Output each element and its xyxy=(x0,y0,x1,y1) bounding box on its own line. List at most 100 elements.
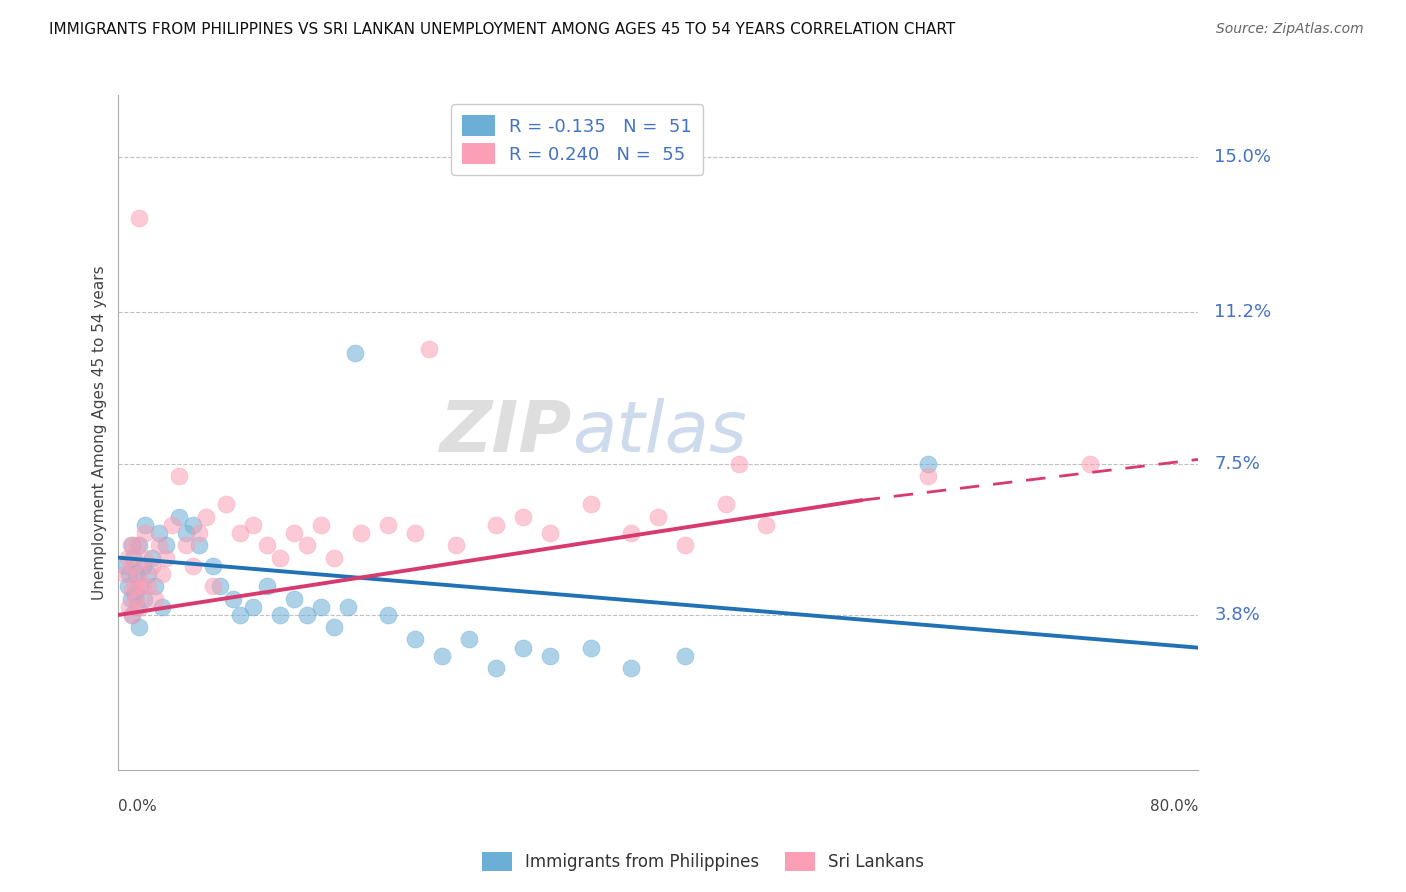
Point xyxy=(136,567,159,582)
Point xyxy=(538,648,561,663)
Point xyxy=(336,599,359,614)
Point xyxy=(143,579,166,593)
Text: 0.0%: 0.0% xyxy=(118,799,157,814)
Point xyxy=(127,599,149,614)
Point xyxy=(512,640,534,655)
Point xyxy=(128,211,150,225)
Point xyxy=(155,538,177,552)
Point xyxy=(297,538,319,552)
Point xyxy=(208,579,231,593)
Point xyxy=(132,550,155,565)
Point xyxy=(728,457,751,471)
Point xyxy=(512,509,534,524)
Point xyxy=(432,648,454,663)
Point xyxy=(121,583,143,598)
Point xyxy=(242,599,264,614)
Point xyxy=(917,457,939,471)
Point xyxy=(620,526,643,541)
Point xyxy=(377,607,399,622)
Point xyxy=(132,579,155,593)
Text: 11.2%: 11.2% xyxy=(1215,303,1271,321)
Point xyxy=(323,620,346,634)
Text: ZIP: ZIP xyxy=(440,399,572,467)
Point xyxy=(195,509,218,524)
Point xyxy=(128,567,150,582)
Point xyxy=(579,498,602,512)
Point xyxy=(444,538,467,552)
Point xyxy=(269,550,291,565)
Point xyxy=(155,550,177,565)
Point xyxy=(323,550,346,565)
Point xyxy=(136,579,159,593)
Point xyxy=(283,526,305,541)
Point xyxy=(129,579,152,593)
Point xyxy=(132,558,155,573)
Point xyxy=(118,567,141,582)
Point xyxy=(148,538,170,552)
Point xyxy=(229,526,252,541)
Point xyxy=(150,567,173,582)
Point xyxy=(124,579,146,593)
Point xyxy=(174,538,197,552)
Point xyxy=(132,591,155,606)
Point xyxy=(114,567,136,582)
Point xyxy=(118,599,141,614)
Point xyxy=(134,526,156,541)
Point xyxy=(297,607,319,622)
Point xyxy=(148,526,170,541)
Point xyxy=(167,468,190,483)
Text: IMMIGRANTS FROM PHILIPPINES VS SRI LANKAN UNEMPLOYMENT AMONG AGES 45 TO 54 YEARS: IMMIGRANTS FROM PHILIPPINES VS SRI LANKA… xyxy=(49,22,956,37)
Point xyxy=(121,538,143,552)
Point xyxy=(1078,457,1101,471)
Point xyxy=(120,538,142,552)
Y-axis label: Unemployment Among Ages 45 to 54 years: Unemployment Among Ages 45 to 54 years xyxy=(93,266,107,600)
Point xyxy=(188,538,211,552)
Point xyxy=(309,599,332,614)
Point xyxy=(128,538,150,552)
Text: Source: ZipAtlas.com: Source: ZipAtlas.com xyxy=(1216,22,1364,37)
Point xyxy=(620,661,643,675)
Point xyxy=(714,498,737,512)
Point xyxy=(485,517,508,532)
Text: 15.0%: 15.0% xyxy=(1215,148,1271,166)
Point xyxy=(125,591,148,606)
Point xyxy=(256,538,278,552)
Point xyxy=(122,550,145,565)
Point xyxy=(418,342,440,356)
Point xyxy=(128,620,150,634)
Legend: R = -0.135   N =  51, R = 0.240   N =  55: R = -0.135 N = 51, R = 0.240 N = 55 xyxy=(451,104,703,175)
Text: 80.0%: 80.0% xyxy=(1150,799,1198,814)
Point xyxy=(188,526,211,541)
Point xyxy=(127,538,149,552)
Point xyxy=(125,567,148,582)
Point xyxy=(150,599,173,614)
Point xyxy=(485,661,508,675)
Point xyxy=(117,579,139,593)
Point xyxy=(404,526,426,541)
Point xyxy=(121,607,143,622)
Point xyxy=(181,517,204,532)
Point xyxy=(343,346,366,360)
Point xyxy=(673,538,696,552)
Point xyxy=(162,517,184,532)
Point xyxy=(201,579,224,593)
Point xyxy=(114,558,136,573)
Point xyxy=(647,509,669,524)
Point xyxy=(141,550,163,565)
Point xyxy=(143,591,166,606)
Point xyxy=(309,517,332,532)
Point xyxy=(404,632,426,647)
Point xyxy=(242,517,264,532)
Point xyxy=(350,526,373,541)
Point xyxy=(174,526,197,541)
Point xyxy=(124,587,146,601)
Point xyxy=(458,632,481,647)
Point xyxy=(222,591,245,606)
Text: 3.8%: 3.8% xyxy=(1215,606,1260,624)
Point xyxy=(755,517,778,532)
Point xyxy=(181,558,204,573)
Point xyxy=(134,517,156,532)
Point xyxy=(129,599,152,614)
Text: atlas: atlas xyxy=(572,399,747,467)
Point xyxy=(201,558,224,573)
